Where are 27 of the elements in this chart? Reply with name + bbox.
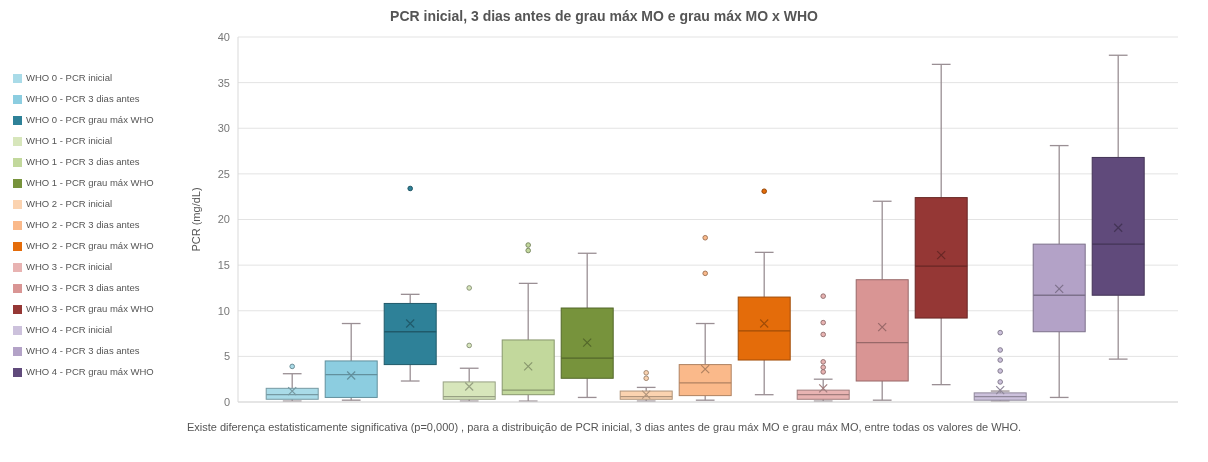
legend-label: WHO 1 - PCR inicial xyxy=(26,135,113,146)
legend-label: WHO 2 - PCR 3 dias antes xyxy=(26,219,140,230)
legend-label: WHO 2 - PCR inicial xyxy=(26,198,113,209)
legend-label: WHO 0 - PCR 3 dias antes xyxy=(26,93,140,104)
y-tick-label: 25 xyxy=(217,167,230,180)
y-tick-label: 35 xyxy=(217,76,230,89)
y-tick-label: 30 xyxy=(217,122,230,135)
legend-label: WHO 4 - PCR inicial xyxy=(26,324,113,335)
y-tick-label: 15 xyxy=(217,259,230,272)
legend-label: WHO 0 - PCR grau máx WHO xyxy=(26,114,154,125)
y-axis-title: PCR (mg/dL) xyxy=(189,187,202,252)
y-tick-label: 10 xyxy=(217,304,230,317)
y-tick-label: 0 xyxy=(223,395,230,408)
y-tick-label: 40 xyxy=(217,30,230,43)
legend-label: WHO 4 - PCR 3 dias antes xyxy=(26,345,140,356)
y-tick-label: 5 xyxy=(223,350,230,363)
legend-label: WHO 2 - PCR grau máx WHO xyxy=(26,240,154,251)
legend-label: WHO 3 - PCR 3 dias antes xyxy=(26,282,140,293)
legend-label: WHO 4 - PCR grau máx WHO xyxy=(26,366,154,377)
legend-label: WHO 3 - PCR grau máx WHO xyxy=(26,303,154,314)
y-tick-label: 20 xyxy=(217,213,230,226)
legend-label: WHO 3 - PCR inicial xyxy=(26,261,113,272)
legend-label: WHO 0 - PCR inicial xyxy=(26,72,113,83)
chart-title: PCR inicial, 3 dias antes de grau máx MO e grau máx MO x WHO xyxy=(389,8,819,24)
text: Existe diferença estatisticamente significativa (p=0,000) , para a distribuição de PCR inicial, 3 dias antes de grau máx MO e grau máx MO, entre todas os valores de WHO. xyxy=(185,421,1023,433)
legend-label: WHO 1 - PCR grau máx WHO xyxy=(26,177,154,188)
legend-label: WHO 1 - PCR 3 dias antes xyxy=(26,156,140,167)
